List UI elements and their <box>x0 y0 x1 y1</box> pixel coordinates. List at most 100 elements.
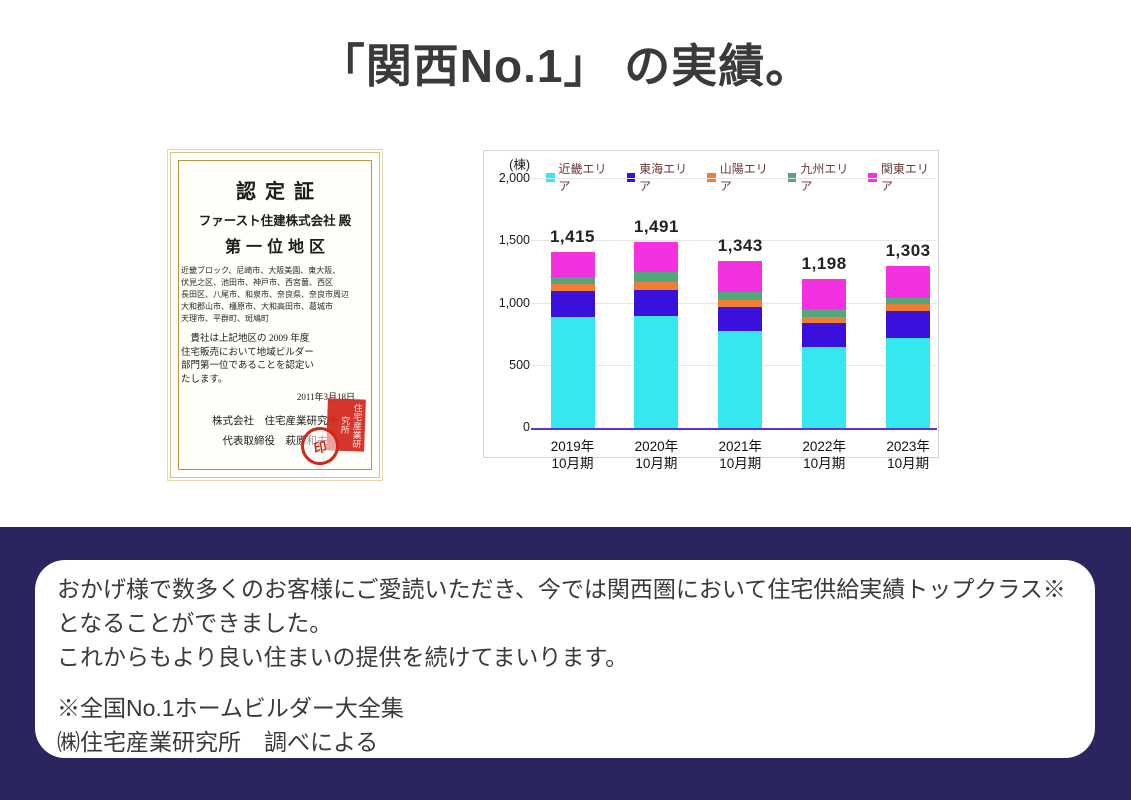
legend-item: 山陽エリア <box>707 160 777 194</box>
legend-item: 近畿エリア <box>546 160 616 194</box>
certificate-region-line: 伏見之区、池田市、神戸市、西宮薗、西区 <box>181 278 333 287</box>
bar-segment-九州エリア <box>634 272 679 283</box>
legend-label: 山陽エリア <box>719 162 768 193</box>
legend-item: 九州エリア <box>787 160 858 194</box>
certificate-issuer: 株式会社 住宅産業研究所 <box>212 416 338 427</box>
x-tick-line: 10月期 <box>551 456 594 471</box>
footer-note: ㈱住宅産業研究所 調べによる <box>57 729 379 755</box>
bar-stack <box>718 260 763 428</box>
certificate-region-list: 近畿ブロック、尼崎市、大阪美園、東大阪、 伏見之区、池田市、神戸市、西宮薗、西区… <box>181 265 369 325</box>
bar-segment-東海エリア <box>550 291 595 318</box>
certificate-region-line: 大和郡山市、橿原市、大和高田市、葛城市 <box>181 302 333 311</box>
x-tick-line: 10月期 <box>887 456 930 471</box>
legend-swatch-icon <box>707 172 716 182</box>
footer-note: ※全国No.1ホームビルダー大全集 <box>57 695 404 721</box>
legend-label: 九州エリア <box>800 162 849 193</box>
bar-stack <box>634 242 679 428</box>
bar-segment-関東エリア <box>718 260 763 292</box>
certificate-region-line: 長田区、八尾市、和泉市、奈良県、奈良市周辺 <box>181 290 349 299</box>
legend-swatch-icon <box>626 172 636 182</box>
certificate-rank: 第一位地区 <box>224 239 330 256</box>
legend-label: 近畿エリア <box>558 162 607 193</box>
x-tick-line: 10月期 <box>803 456 846 471</box>
x-tick-line: 2020年 <box>634 439 679 454</box>
footer-card: おかげ様で数多くのお客様にご愛読いただき、今では関西圏において住宅供給実績トップ… <box>35 560 1095 758</box>
y-tick-label: 0 <box>523 420 530 434</box>
certificate-region-line: 天理市、平群町、斑鳩町 <box>181 314 269 323</box>
chart-panel: (棟) 近畿エリア 東海エリア 山陽エリア 九州エリア 関東エリア 1,415 1,491… <box>483 150 939 471</box>
bar-segment-山陽エリア <box>634 282 679 291</box>
certificate-image: 認定証 ファースト住建株式会社 殿 第一位地区 近畿ブロック、尼崎市、大阪美園、… <box>168 150 382 480</box>
legend-item: 関東エリア <box>868 160 938 194</box>
footer-spacer <box>57 674 1073 691</box>
bar-segment-近畿エリア <box>634 315 679 428</box>
footer-paragraph: おかげ様で数多くのお客様にご愛読いただき、今では関西圏において住宅供給実績トップ… <box>57 576 1066 636</box>
bar-stack <box>550 251 595 428</box>
bar-segment-近畿エリア <box>886 338 931 428</box>
bar-total-label: 1,491 <box>633 217 679 237</box>
chart-plot-area: 1,415 1,491 1,343 1,198 1,303 <box>531 178 937 430</box>
bar-segment-関東エリア <box>886 265 931 299</box>
certificate-heading: 認定証 <box>236 181 323 203</box>
bar-segment-九州エリア <box>718 291 763 300</box>
footer-band: おかげ様で数多くのお客様にご愛読いただき、今では関西圏において住宅供給実績トップ… <box>0 527 1131 800</box>
bar-segment-九州エリア <box>550 276 595 285</box>
bar-segment-近畿エリア <box>802 347 847 428</box>
x-tick-label: 2022年 10月期 <box>782 438 866 472</box>
gridline <box>531 178 937 179</box>
y-tick-label: 1,000 <box>498 295 530 310</box>
certificate-recipient: ファースト住建株式会社 殿 <box>198 214 352 228</box>
bar-segment-山陽エリア <box>718 299 763 307</box>
bar-segment-東海エリア <box>802 323 847 348</box>
certificate-region-line: 近畿ブロック、尼崎市、大阪美園、東大阪、 <box>181 266 341 275</box>
y-tick-label: 2,000 <box>498 171 530 185</box>
legend-swatch-icon <box>546 172 555 182</box>
certificate-body-line: 部門第一位であることを認定い <box>181 361 314 371</box>
certificate-signer: 代表取締役 萩原和夫 <box>222 436 328 447</box>
bar-segment-関東エリア <box>634 242 679 273</box>
y-tick-label: 1,500 <box>498 233 530 248</box>
y-axis-unit-label: (棟) <box>509 158 530 172</box>
legend-swatch-icon <box>787 172 797 182</box>
certificate-date: 2011年3月18日 <box>296 392 355 402</box>
legend-label: 関東エリア <box>880 162 929 193</box>
x-tick-line: 10月期 <box>719 456 762 471</box>
bar-segment-東海エリア <box>718 306 763 331</box>
bar-segment-山陽エリア <box>886 304 931 311</box>
certificate-body-line: 貴社は上記地区の 2009 年度 <box>190 334 310 344</box>
bar-segment-九州エリア <box>886 298 931 305</box>
bar-total-label: 1,343 <box>717 235 763 255</box>
bar-segment-山陽エリア <box>802 316 847 324</box>
x-tick-label: 2023年 10月期 <box>866 438 950 472</box>
page-title: 「関西No.1」 の実績。 <box>318 40 813 92</box>
certificate-body: 貴社は上記地区の 2009 年度 住宅販売において地域ビルダー 部門第一位である… <box>181 333 369 387</box>
bar-segment-東海エリア <box>634 290 679 316</box>
bar-segment-九州エリア <box>802 308 847 317</box>
bar-total-label: 1,198 <box>801 253 847 273</box>
bar-segment-東海エリア <box>886 311 931 339</box>
bar-segment-近畿エリア <box>550 317 595 428</box>
bar-stack <box>802 278 847 428</box>
bar-total-label: 1,415 <box>549 226 596 246</box>
footer-paragraph: これからもより良い住まいの提供を続けてまいります。 <box>57 644 629 670</box>
bar-stack <box>886 265 931 428</box>
x-tick-line: 2023年 <box>886 439 930 454</box>
y-tick-label: 500 <box>509 357 530 372</box>
x-tick-label: 2021年 10月期 <box>698 438 782 472</box>
bar-segment-山陽エリア <box>550 284 595 292</box>
x-tick-line: 2022年 <box>802 439 846 454</box>
chart-legend: 近畿エリア 東海エリア 山陽エリア 九州エリア 関東エリア <box>546 160 938 194</box>
x-tick-label: 2020年 10月期 <box>614 438 698 472</box>
gridline <box>531 240 937 242</box>
certificate-body-line: 住宅販売において地域ビルダー <box>181 347 314 358</box>
x-tick-label: 2019年 10月期 <box>531 438 615 472</box>
x-tick-line: 10月期 <box>635 456 678 471</box>
legend-label: 東海エリア <box>639 162 688 193</box>
x-tick-line: 2019年 <box>550 439 595 454</box>
bar-segment-関東エリア <box>802 278 847 309</box>
bar-total-label: 1,303 <box>885 240 931 260</box>
bar-segment-関東エリア <box>550 251 595 277</box>
legend-item: 東海エリア <box>626 160 697 194</box>
certificate-content: 認定証 ファースト住建株式会社 殿 第一位地区 近畿ブロック、尼崎市、大阪美園、… <box>170 152 380 478</box>
